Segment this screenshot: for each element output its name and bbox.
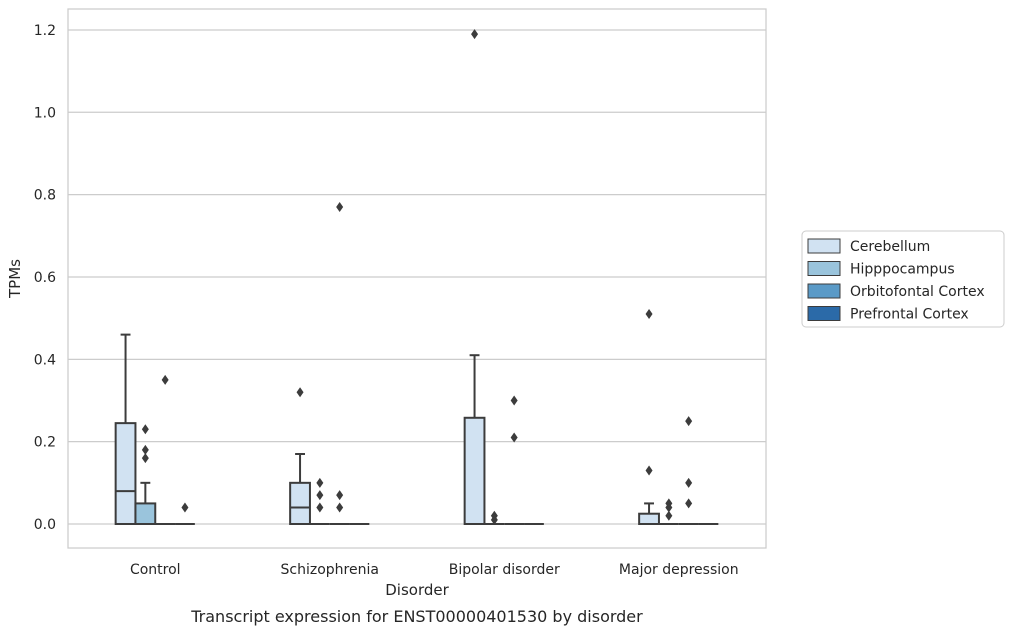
y-axis-ticks: 0.0 0.2 0.4 0.6 0.8 1.0 1.2 [34, 23, 56, 533]
outlier-point [336, 502, 344, 513]
outlier-point [685, 416, 693, 427]
y-tick-label: 0.6 [34, 270, 56, 286]
legend-label: Prefrontal Cortex [850, 307, 969, 323]
y-tick-label: 1.0 [34, 105, 56, 121]
outlier-point [685, 498, 693, 509]
outlier-point [316, 490, 324, 501]
outlier-point [336, 490, 344, 501]
y-tick-label: 1.2 [34, 23, 56, 39]
plot-frame [67, 8, 767, 549]
box-cerebellum [289, 387, 311, 525]
box-rect [463, 416, 486, 525]
outlier-point [181, 502, 189, 513]
box-cerebellum [463, 29, 486, 525]
outlier-point [645, 465, 653, 476]
box-orbitofontal-cortex [504, 395, 525, 525]
legend-label: Cerebellum [850, 239, 930, 255]
x-axis-label: Disorder [385, 581, 449, 599]
legend-swatch [807, 306, 841, 321]
outlier-point [141, 424, 149, 435]
legend-label: Hipppocampus [850, 262, 955, 278]
legend-label: Orbitofontal Cortex [850, 284, 985, 300]
box-hipppocampus [134, 424, 157, 526]
box-plot-area [114, 29, 719, 526]
outlier-point [510, 395, 518, 406]
outlier-point [665, 498, 673, 509]
box-orbitofontal-cortex [678, 416, 699, 525]
outlier-point [141, 444, 149, 455]
legend: Cerebellum Hipppocampus Orbitofontal Corte… [801, 230, 1005, 328]
outlier-point [471, 29, 479, 40]
outlier-point [665, 510, 673, 521]
legend-swatch [807, 283, 841, 299]
box-rect [114, 422, 137, 526]
y-tick-label: 0.8 [34, 188, 56, 204]
box-rect [134, 502, 157, 526]
outlier-point [316, 502, 324, 513]
x-tick-label: Schizophrenia [281, 562, 379, 578]
box-prefrontal-cortex [175, 502, 195, 525]
x-tick-label: Major depression [619, 562, 739, 578]
y-tick-label: 0.4 [34, 352, 56, 368]
chart-caption: Transcript expression for ENST0000040153… [190, 607, 643, 626]
x-tick-label: Control [130, 562, 181, 578]
y-tick-label: 0.2 [34, 435, 56, 451]
outlier-point [141, 453, 149, 464]
box-hipppocampus [658, 498, 679, 525]
legend-swatch [807, 238, 841, 254]
outlier-point [336, 201, 344, 212]
gridlines [68, 29, 766, 525]
outlier-point [490, 510, 498, 521]
outlier-point [316, 477, 324, 488]
box-hipppocampus [484, 510, 505, 525]
box-cerebellum [638, 309, 660, 526]
outlier-point [510, 432, 518, 443]
y-tick-label: 0.0 [34, 517, 56, 533]
y-axis-label: TPMs [6, 259, 24, 299]
legend-frame [801, 230, 1005, 328]
x-axis-ticks: Control Schizophrenia Bipolar disorder Majo… [130, 562, 739, 578]
box-rect [638, 512, 660, 526]
outlier-point [645, 309, 653, 320]
x-tick-label: Bipolar disorder [449, 562, 560, 578]
outlier-point [685, 477, 693, 488]
box-orbitofontal-cortex [155, 374, 176, 525]
legend-swatch [807, 261, 841, 276]
box-rect [289, 481, 311, 525]
box-hipppocampus [309, 477, 330, 525]
box-orbitofontal-cortex [329, 201, 350, 525]
outlier-point [161, 374, 169, 385]
outlier-point [296, 387, 304, 398]
box-cerebellum [114, 333, 137, 526]
